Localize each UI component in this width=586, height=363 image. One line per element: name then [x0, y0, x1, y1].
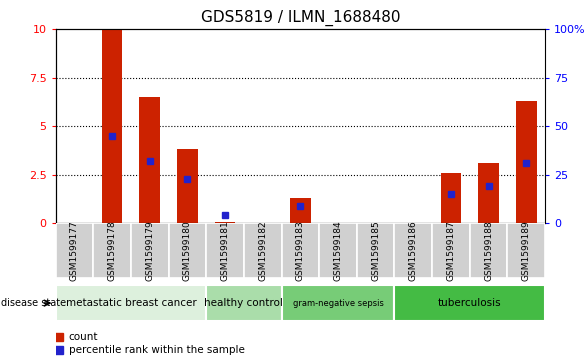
Bar [441, 173, 461, 223]
Text: GSM1599188: GSM1599188 [484, 220, 493, 281]
Text: count: count [69, 332, 98, 342]
Text: healthy control: healthy control [205, 298, 283, 308]
Bar [214, 222, 236, 223]
Bar [139, 97, 160, 223]
Text: tuberculosis: tuberculosis [438, 298, 502, 308]
Text: GSM1599187: GSM1599187 [447, 220, 455, 281]
Text: disease state: disease state [1, 298, 66, 308]
Bar [281, 285, 394, 321]
Text: GSM1599179: GSM1599179 [145, 220, 154, 281]
Bar [244, 223, 281, 278]
Bar [56, 223, 93, 278]
Text: GSM1599184: GSM1599184 [333, 220, 342, 281]
Text: GSM1599177: GSM1599177 [70, 220, 79, 281]
Text: GSM1599186: GSM1599186 [409, 220, 418, 281]
Text: gram-negative sepsis: gram-negative sepsis [292, 299, 383, 307]
Bar [470, 223, 507, 278]
Bar [206, 223, 244, 278]
Bar [319, 223, 357, 278]
Bar [169, 223, 206, 278]
Text: GSM1599185: GSM1599185 [371, 220, 380, 281]
Text: GSM1599180: GSM1599180 [183, 220, 192, 281]
Bar [394, 285, 545, 321]
Bar [290, 198, 311, 223]
Text: GSM1599189: GSM1599189 [522, 220, 531, 281]
Text: GSM1599181: GSM1599181 [220, 220, 230, 281]
Bar [206, 285, 281, 321]
Bar [93, 223, 131, 278]
Title: GDS5819 / ILMN_1688480: GDS5819 / ILMN_1688480 [200, 10, 400, 26]
Bar [357, 223, 394, 278]
Bar [102, 29, 122, 223]
Bar [432, 223, 470, 278]
Text: GSM1599183: GSM1599183 [296, 220, 305, 281]
Bar [478, 163, 499, 223]
Bar [131, 223, 169, 278]
Bar [516, 101, 537, 223]
Text: GSM1599178: GSM1599178 [108, 220, 117, 281]
Bar [281, 223, 319, 278]
Text: GSM1599182: GSM1599182 [258, 220, 267, 281]
Bar [56, 285, 206, 321]
Bar [394, 223, 432, 278]
Text: percentile rank within the sample: percentile rank within the sample [69, 345, 245, 355]
Text: metastatic breast cancer: metastatic breast cancer [66, 298, 196, 308]
Bar [177, 150, 197, 223]
Bar [507, 223, 545, 278]
